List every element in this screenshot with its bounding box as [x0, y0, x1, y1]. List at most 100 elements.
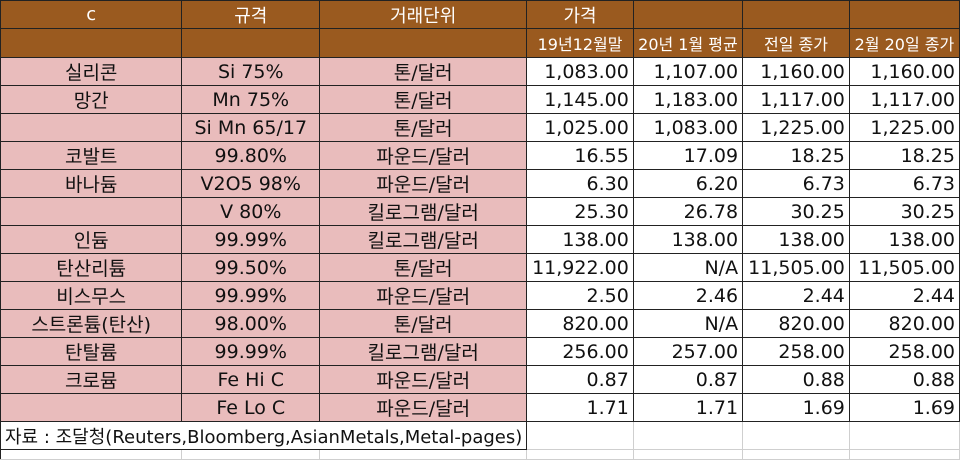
price-cell[interactable]: 6.73: [848, 169, 960, 198]
price-cell[interactable]: 257.00: [632, 337, 744, 366]
price-cell[interactable]: 11,505.00: [742, 253, 850, 282]
header-cell[interactable]: 전일 종가: [742, 28, 850, 58]
price-cell[interactable]: 138.00: [526, 225, 634, 254]
unit-cell[interactable]: 킬로그램/달러: [319, 337, 528, 366]
empty-cell[interactable]: [742, 449, 850, 460]
spec-cell[interactable]: Fe Hi C: [181, 365, 321, 394]
metal-name-cell[interactable]: 코발트: [0, 141, 183, 170]
price-cell[interactable]: 258.00: [742, 337, 850, 366]
spec-cell[interactable]: V2O5 98%: [181, 169, 321, 198]
price-cell[interactable]: N/A: [632, 253, 744, 282]
unit-cell[interactable]: 톤/달러: [319, 309, 528, 338]
price-cell[interactable]: 26.78: [632, 197, 744, 226]
price-cell[interactable]: 0.87: [526, 365, 634, 394]
price-cell[interactable]: 820.00: [742, 309, 850, 338]
price-cell[interactable]: 138.00: [742, 225, 850, 254]
spec-cell[interactable]: 98.00%: [181, 309, 321, 338]
unit-cell[interactable]: 톤/달러: [319, 57, 528, 86]
price-cell[interactable]: 1,145.00: [526, 85, 634, 114]
price-cell[interactable]: 1,160.00: [848, 57, 960, 86]
metal-name-cell[interactable]: 탄산리튬: [0, 253, 183, 282]
empty-cell[interactable]: [526, 449, 634, 460]
price-cell[interactable]: 1,225.00: [848, 113, 960, 142]
price-cell[interactable]: 0.88: [848, 365, 960, 394]
empty-cell[interactable]: [0, 449, 183, 460]
spec-cell[interactable]: Si 75%: [181, 57, 321, 86]
unit-cell[interactable]: 파운드/달러: [319, 365, 528, 394]
spec-cell[interactable]: Si Mn 65/17: [181, 113, 321, 142]
metal-name-cell[interactable]: 비스무스: [0, 281, 183, 310]
header-cell[interactable]: [319, 28, 528, 58]
price-cell[interactable]: 1,160.00: [742, 57, 850, 86]
unit-cell[interactable]: 파운드/달러: [319, 281, 528, 310]
spec-cell[interactable]: 99.99%: [181, 281, 321, 310]
price-cell[interactable]: 1.69: [848, 393, 960, 422]
price-cell[interactable]: 1.71: [526, 393, 634, 422]
header-cell[interactable]: [632, 0, 744, 29]
price-cell[interactable]: 30.25: [848, 197, 960, 226]
header-cell[interactable]: [181, 28, 321, 58]
price-cell[interactable]: 1,107.00: [632, 57, 744, 86]
empty-cell[interactable]: [848, 421, 960, 450]
price-cell[interactable]: 6.30: [526, 169, 634, 198]
spec-cell[interactable]: 99.80%: [181, 141, 321, 170]
price-cell[interactable]: 2.44: [848, 281, 960, 310]
metal-name-cell[interactable]: 크로뮴: [0, 365, 183, 394]
metal-name-cell[interactable]: 인듐: [0, 225, 183, 254]
price-cell[interactable]: 6.20: [632, 169, 744, 198]
header-cell[interactable]: 거래단위: [319, 0, 528, 29]
spec-cell[interactable]: 99.99%: [181, 225, 321, 254]
header-cell[interactable]: [0, 28, 183, 58]
unit-cell[interactable]: 톤/달러: [319, 113, 528, 142]
metal-name-cell[interactable]: [0, 113, 183, 142]
price-cell[interactable]: 17.09: [632, 141, 744, 170]
unit-cell[interactable]: 킬로그램/달러: [319, 225, 528, 254]
empty-cell[interactable]: [181, 449, 321, 460]
price-cell[interactable]: 820.00: [526, 309, 634, 338]
price-cell[interactable]: 18.25: [742, 141, 850, 170]
price-cell[interactable]: 258.00: [848, 337, 960, 366]
header-cell[interactable]: 2월 20일 종가: [848, 28, 960, 58]
header-cell[interactable]: [848, 0, 960, 29]
spec-cell[interactable]: Fe Lo C: [181, 393, 321, 422]
unit-cell[interactable]: 톤/달러: [319, 253, 528, 282]
metal-name-cell[interactable]: [0, 197, 183, 226]
metal-name-cell[interactable]: 탄탈륨: [0, 337, 183, 366]
price-cell[interactable]: 1,083.00: [632, 113, 744, 142]
price-cell[interactable]: 11,922.00: [526, 253, 634, 282]
unit-cell[interactable]: 킬로그램/달러: [319, 197, 528, 226]
header-cell[interactable]: 20년 1월 평균: [632, 28, 744, 58]
metal-name-cell[interactable]: 바나듐: [0, 169, 183, 198]
header-cell[interactable]: 규격: [181, 0, 321, 29]
empty-cell[interactable]: [526, 421, 634, 450]
price-cell[interactable]: 0.87: [632, 365, 744, 394]
empty-cell[interactable]: [632, 421, 744, 450]
price-cell[interactable]: 138.00: [632, 225, 744, 254]
price-cell[interactable]: 1,025.00: [526, 113, 634, 142]
header-cell[interactable]: 가격: [526, 0, 634, 29]
spec-cell[interactable]: 99.50%: [181, 253, 321, 282]
spec-cell[interactable]: 99.99%: [181, 337, 321, 366]
unit-cell[interactable]: 파운드/달러: [319, 169, 528, 198]
source-note[interactable]: 자료 : 조달청(Reuters,Bloomberg,AsianMetals,M…: [0, 421, 527, 450]
unit-cell[interactable]: 톤/달러: [319, 85, 528, 114]
metal-name-cell[interactable]: 스트론튬(탄산): [0, 309, 183, 338]
price-cell[interactable]: 256.00: [526, 337, 634, 366]
empty-cell[interactable]: [742, 421, 850, 450]
price-cell[interactable]: 18.25: [848, 141, 960, 170]
price-cell[interactable]: 2.44: [742, 281, 850, 310]
metal-name-cell[interactable]: [0, 393, 183, 422]
header-cell[interactable]: c: [0, 0, 183, 29]
price-cell[interactable]: 820.00: [848, 309, 960, 338]
metal-name-cell[interactable]: 실리콘: [0, 57, 183, 86]
unit-cell[interactable]: 파운드/달러: [319, 393, 528, 422]
price-cell[interactable]: 1.69: [742, 393, 850, 422]
price-cell[interactable]: N/A: [632, 309, 744, 338]
price-cell[interactable]: 16.55: [526, 141, 634, 170]
price-cell[interactable]: 1,225.00: [742, 113, 850, 142]
price-cell[interactable]: 2.46: [632, 281, 744, 310]
price-cell[interactable]: 1,183.00: [632, 85, 744, 114]
empty-cell[interactable]: [632, 449, 744, 460]
spec-cell[interactable]: Mn 75%: [181, 85, 321, 114]
empty-cell[interactable]: [319, 449, 528, 460]
